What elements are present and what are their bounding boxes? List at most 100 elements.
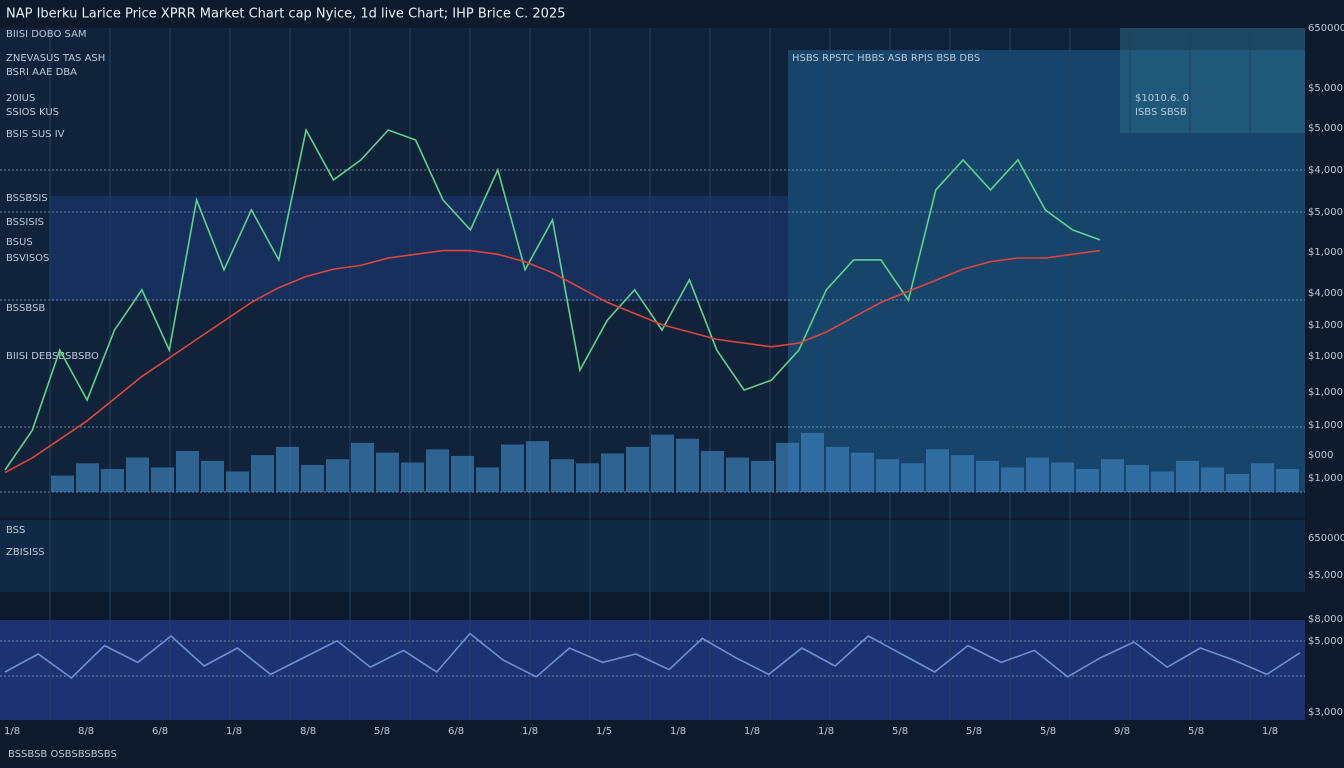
x-tick-label: 5/8 [966, 726, 982, 737]
bar [651, 434, 674, 492]
side-label: 20IUS [6, 93, 35, 104]
y-tick-label: $1,000 [1308, 351, 1343, 362]
x-tick-label: 1/5 [596, 726, 612, 737]
oscillator-panel [0, 620, 1305, 720]
line [4, 127, 1101, 471]
side-label: SSIOS KUS [6, 107, 59, 118]
band [50, 196, 788, 301]
side-label: BSSBSIS [6, 193, 48, 204]
bar [476, 467, 499, 492]
y-tick-label: $5,000 [1308, 636, 1343, 647]
bar [251, 455, 274, 492]
bar [1201, 467, 1224, 492]
bar [776, 442, 799, 492]
y-tick-label: 650000 [1308, 533, 1344, 544]
bar [301, 464, 324, 492]
y-tick-label: $000 [1308, 450, 1333, 461]
y-tick-label: $4,000 [1308, 288, 1343, 299]
bar [1276, 469, 1299, 492]
bar [676, 438, 699, 492]
x-tick-label: 6/8 [448, 726, 464, 737]
y-tick-label: $1,000 [1308, 420, 1343, 431]
y-tick-label: $3,000 [1308, 707, 1343, 718]
y-tick-label: $5,000 [1308, 570, 1343, 581]
indicator-panel [0, 520, 1305, 592]
x-tick-label: 1/8 [4, 726, 20, 737]
bar [76, 463, 99, 492]
bar [726, 457, 749, 492]
bar [851, 452, 874, 492]
bar [326, 459, 349, 492]
y-tick-label: $8,000 [1308, 614, 1343, 625]
bar [801, 432, 824, 492]
y-tick-label: $1,000 [1308, 320, 1343, 331]
bar [1126, 464, 1149, 492]
x-tick-label: 1/8 [744, 726, 760, 737]
x-tick-label: 5/8 [1040, 726, 1056, 737]
y-tick-label: 650000 [1308, 23, 1344, 34]
x-tick-label: 5/8 [1188, 726, 1204, 737]
bar [276, 446, 299, 492]
x-tick-label: 8/8 [300, 726, 316, 737]
bar [176, 451, 199, 492]
bar [1001, 467, 1024, 492]
side-label: BSRI AAE DBA [6, 67, 77, 78]
bar [1076, 469, 1099, 492]
bar [426, 449, 449, 492]
x-tick-label: 8/8 [78, 726, 94, 737]
x-tick-label: 5/8 [892, 726, 908, 737]
bar [126, 457, 149, 492]
x-tick-label: 9/8 [1114, 726, 1130, 737]
bar [876, 459, 899, 492]
chart-title: NAP Iberku Larice Price XPRR Market Char… [6, 7, 565, 22]
overlay-text: HSBS RPSTC HBBS ASB RPIS BSB DBS [792, 53, 980, 64]
bar [1151, 471, 1174, 492]
x-tick-label: 1/8 [670, 726, 686, 737]
bar [51, 475, 74, 492]
bar [626, 446, 649, 492]
footer: BSSBSB OSBSBSBSBS [8, 749, 117, 760]
bar [101, 469, 124, 492]
x-tick-label: 1/8 [226, 726, 242, 737]
bar [1251, 463, 1274, 492]
bar [1226, 473, 1249, 492]
y-tick-label: $5,000 [1308, 83, 1343, 94]
overlay-text: $1010.6. 0 [1135, 93, 1189, 104]
bar [826, 446, 849, 492]
line [4, 632, 1301, 680]
bar [976, 460, 999, 492]
bar [1176, 460, 1199, 492]
side-label: ZNEVASUS TAS ASH [6, 53, 105, 64]
side-label: BSSBSB [6, 303, 45, 314]
bar [501, 444, 524, 492]
side-label: BIISI DOBO SAM [6, 29, 87, 40]
side-label: BSS [6, 525, 25, 536]
side-label: BSUS [6, 237, 33, 248]
y-tick-label: $4,000 [1308, 165, 1343, 176]
x-tick-label: 1/8 [1262, 726, 1278, 737]
y-tick-label: $1,000 [1308, 387, 1343, 398]
line [4, 249, 1101, 474]
bar [526, 441, 549, 492]
bar [901, 463, 924, 492]
side-label: BSSISIS [6, 217, 44, 228]
bar [201, 460, 224, 492]
x-tick-label: 1/8 [818, 726, 834, 737]
side-label: BSIS SUS IV [6, 129, 65, 140]
bar [951, 455, 974, 492]
bar [1101, 459, 1124, 492]
y-tick-label: $1,000 [1308, 473, 1343, 484]
bar [551, 459, 574, 492]
bar [751, 460, 774, 492]
x-tick-label: 1/8 [522, 726, 538, 737]
bar [1026, 457, 1049, 492]
overlay-panel [1120, 28, 1305, 133]
bar [576, 463, 599, 492]
bar [401, 462, 424, 492]
x-tick-label: 5/8 [374, 726, 390, 737]
y-tick-label: $5,000 [1308, 207, 1343, 218]
bar [376, 452, 399, 492]
bar [351, 442, 374, 492]
x-tick-label: 6/8 [152, 726, 168, 737]
bar [151, 467, 174, 492]
